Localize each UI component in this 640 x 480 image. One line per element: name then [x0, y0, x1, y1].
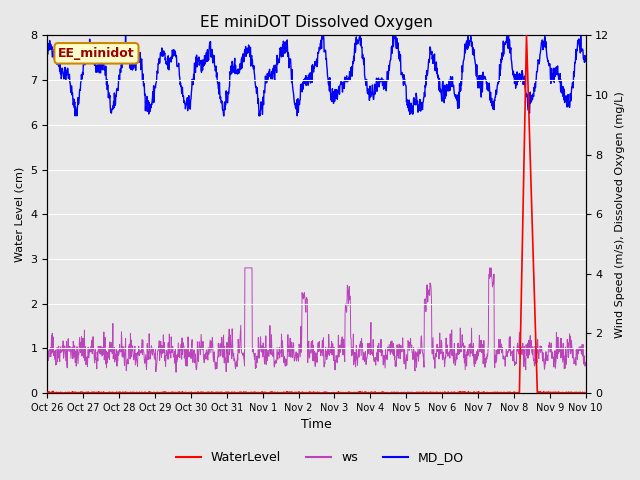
Title: EE miniDOT Dissolved Oxygen: EE miniDOT Dissolved Oxygen: [200, 15, 433, 30]
Y-axis label: Wind Speed (m/s), Dissolved Oxygen (mg/L): Wind Speed (m/s), Dissolved Oxygen (mg/L…: [615, 91, 625, 337]
Text: EE_minidot: EE_minidot: [58, 47, 135, 60]
Legend: WaterLevel, ws, MD_DO: WaterLevel, ws, MD_DO: [171, 446, 469, 469]
Y-axis label: Water Level (cm): Water Level (cm): [15, 167, 25, 262]
X-axis label: Time: Time: [301, 419, 332, 432]
